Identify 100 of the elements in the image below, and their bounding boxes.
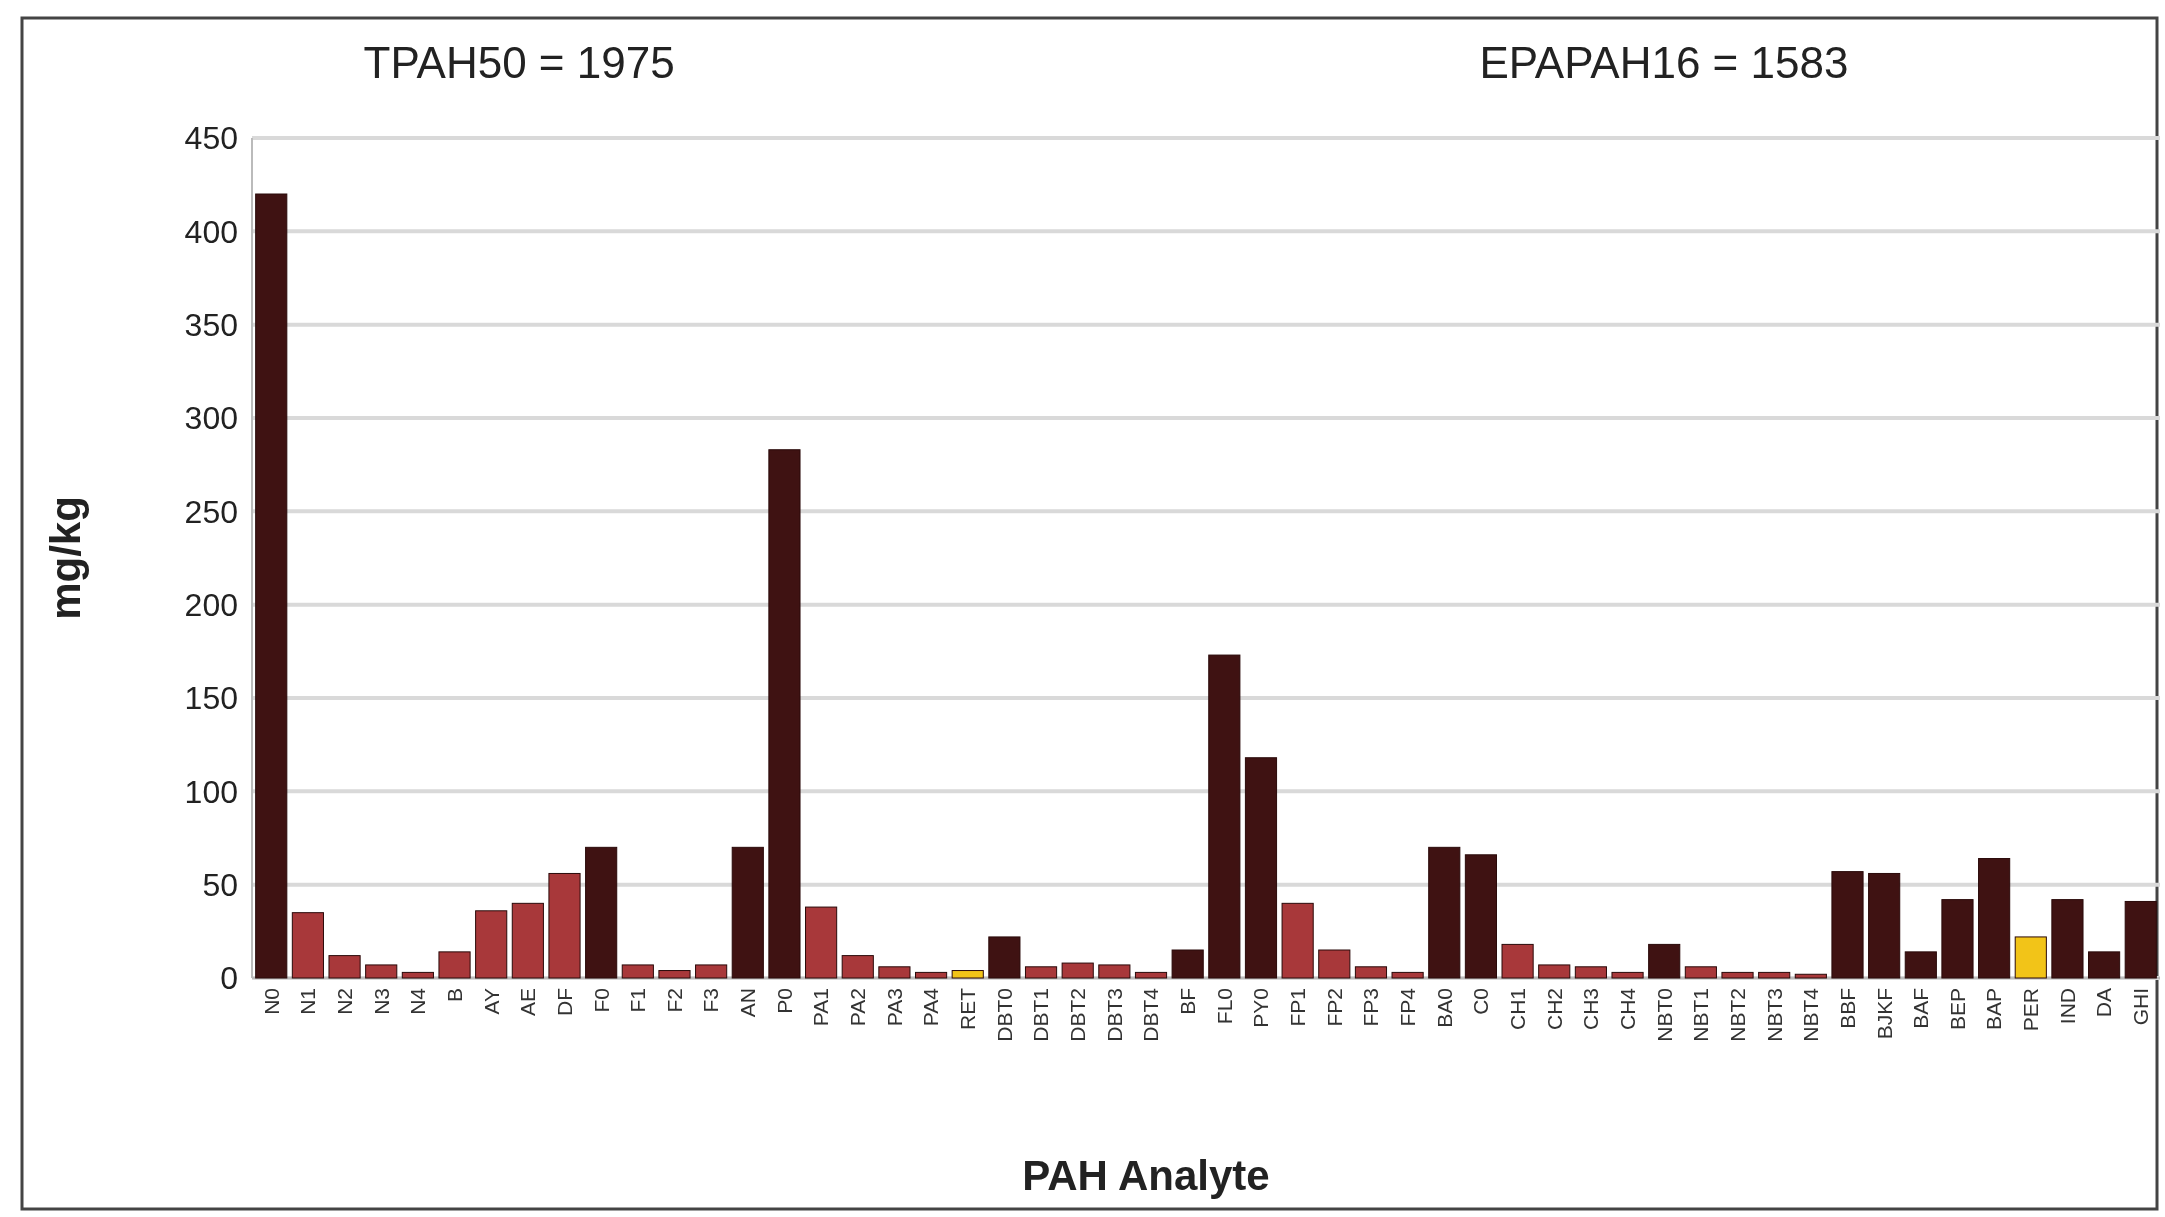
bar [1428, 846, 1461, 979]
x-tick-label: BEP [1945, 988, 1969, 1031]
bar [401, 971, 434, 979]
x-tick-label: PA4 [919, 987, 943, 1027]
x-tick-label: DBT4 [1139, 987, 1163, 1042]
y-tick-label: 300 [184, 400, 238, 437]
x-tick-label: DA [2092, 988, 2116, 1018]
y-tick-label: 150 [184, 680, 238, 717]
x-tick-label: AY [479, 988, 503, 1015]
bar [2014, 936, 2047, 979]
bar [695, 964, 728, 979]
x-tick-label: NBT2 [1725, 988, 1749, 1042]
y-tick-label: 400 [184, 213, 238, 250]
x-tick-label: FP3 [1359, 988, 1383, 1027]
bar [585, 846, 618, 979]
bar [1391, 971, 1424, 979]
bar [951, 970, 984, 979]
x-tick-label: BA0 [1432, 988, 1456, 1028]
bar [1134, 971, 1168, 979]
x-tick-label: BBF [1835, 988, 1859, 1029]
bar [1941, 899, 1974, 979]
bar [1538, 964, 1571, 979]
bar [1354, 966, 1388, 979]
x-tick-label: IND [2055, 988, 2079, 1025]
y-tick-label: 350 [184, 306, 238, 343]
x-tick-label: NBT4 [1799, 987, 1823, 1042]
x-tick-label: PA2 [846, 988, 870, 1027]
y-tick-label: 0 [220, 960, 238, 997]
x-tick-label: F3 [699, 988, 723, 1013]
bar [1831, 871, 1864, 979]
x-tick-label: F0 [589, 988, 613, 1013]
x-tick-label: N0 [259, 988, 283, 1015]
bar [768, 449, 801, 979]
x-tick-label: C0 [1469, 988, 1493, 1015]
x-tick-label: BAP [1982, 988, 2006, 1031]
bar [841, 955, 874, 979]
x-tick-label: DBT0 [992, 988, 1016, 1042]
bar [878, 966, 911, 979]
x-tick-label: NBT3 [1762, 988, 1786, 1042]
bar [1574, 966, 1607, 979]
y-tick-label: 50 [202, 866, 238, 903]
bar [1061, 962, 1094, 979]
x-tick-label: AE [516, 988, 540, 1017]
bar [914, 971, 948, 979]
x-tick-label: BAF [1909, 988, 1933, 1029]
bar [255, 193, 288, 979]
y-tick-label: 100 [184, 773, 238, 810]
bar [475, 910, 508, 979]
bar [805, 906, 838, 979]
bar [2088, 951, 2121, 979]
x-tick-label: NBT0 [1652, 988, 1676, 1042]
x-tick-label: NBT1 [1689, 988, 1713, 1042]
bar [365, 964, 398, 979]
x-tick-label: N2 [332, 988, 356, 1015]
bar [658, 970, 691, 979]
x-tick-label: AN [736, 988, 760, 1018]
x-tick-label: CH3 [1579, 988, 1603, 1031]
x-tick-label: F1 [626, 988, 650, 1013]
bar [1611, 971, 1644, 979]
bar [1244, 757, 1278, 979]
y-axis-title: mg/kg [42, 496, 89, 620]
bar [621, 964, 654, 979]
bar [2124, 900, 2157, 979]
bar [1904, 951, 1937, 979]
bar [1024, 966, 1058, 979]
y-tick-label: 250 [184, 493, 238, 530]
bar [1464, 854, 1498, 979]
x-tick-label: PY0 [1249, 988, 1273, 1028]
bar [1721, 971, 1754, 979]
bar [1978, 858, 2011, 979]
bar [328, 955, 361, 979]
bar [1758, 971, 1791, 979]
bar [1648, 943, 1681, 979]
x-tick-label: PA3 [882, 988, 906, 1027]
x-tick-label: FP4 [1395, 987, 1419, 1027]
x-tick-label: PER [2019, 988, 2043, 1032]
bar [438, 951, 471, 979]
x-tick-label: PA1 [809, 988, 833, 1027]
text: EPAPAH16 = 1583 [1479, 38, 1849, 87]
bar [1501, 943, 1534, 979]
x-tick-label: B [442, 988, 466, 1003]
bar [548, 872, 581, 979]
x-tick-label: BF [1176, 988, 1200, 1015]
x-tick-label: BJKF [1872, 988, 1896, 1040]
x-tick-label: FL0 [1212, 988, 1236, 1025]
bar [1868, 872, 1901, 979]
bar [1318, 949, 1351, 979]
x-tick-label: N1 [296, 988, 320, 1015]
x-tick-label: DBT2 [1066, 988, 1090, 1042]
x-tick-label: DBT1 [1029, 988, 1053, 1042]
bar [731, 846, 764, 979]
x-tick-label: F2 [662, 988, 686, 1013]
x-tick-label: CH4 [1615, 987, 1639, 1031]
bar [291, 912, 324, 979]
x-tick-label: DF [552, 988, 576, 1016]
bar [1684, 966, 1717, 979]
x-tick-label: RET [956, 987, 980, 1030]
y-tick-label: 450 [184, 120, 238, 157]
bar [1098, 964, 1131, 979]
bar [1281, 902, 1314, 979]
